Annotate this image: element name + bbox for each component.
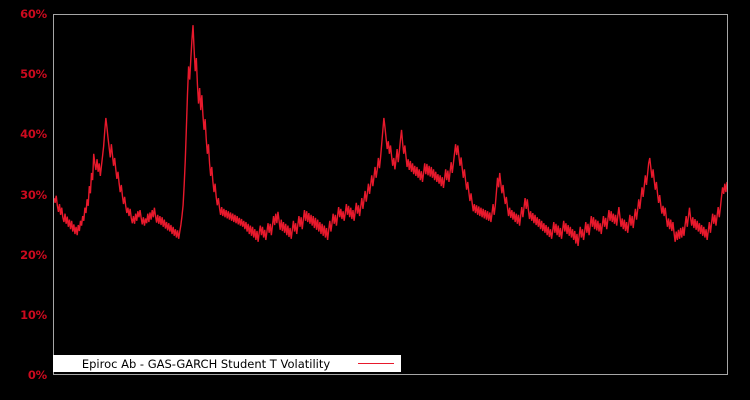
y-axis: 0% 10% 20% 30% 40% 50% 60% xyxy=(0,0,53,400)
series-line xyxy=(54,25,727,247)
y-axis-tick-label: 20% xyxy=(20,247,47,262)
plot-area xyxy=(53,14,728,375)
chart-legend[interactable]: Epiroc Ab - GAS-GARCH Student T Volatili… xyxy=(53,355,401,372)
y-axis-tick-label: 60% xyxy=(20,7,47,21)
volatility-series xyxy=(54,25,727,247)
y-axis-tick-label: 30% xyxy=(20,187,47,202)
legend-line-sample-icon xyxy=(358,363,394,364)
y-axis-tick-label: 10% xyxy=(20,307,47,322)
y-axis-tick-label: 0% xyxy=(27,368,47,382)
y-axis-tick-label: 50% xyxy=(20,67,47,82)
legend-label: Epiroc Ab - GAS-GARCH Student T Volatili… xyxy=(81,356,331,371)
y-axis-tick-label: 40% xyxy=(20,127,47,142)
